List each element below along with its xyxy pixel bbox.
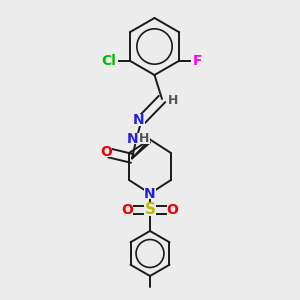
Text: H: H — [168, 94, 178, 107]
Bar — [138, 133, 150, 144]
Bar — [144, 188, 156, 199]
Text: N: N — [133, 113, 144, 127]
Bar — [144, 204, 156, 216]
Text: O: O — [100, 145, 112, 158]
Text: N: N — [127, 132, 139, 145]
Text: S: S — [145, 202, 155, 217]
Bar — [122, 204, 134, 216]
Bar — [133, 114, 145, 126]
Bar — [191, 55, 203, 67]
Text: F: F — [192, 54, 202, 68]
Bar — [127, 133, 139, 144]
Text: N: N — [144, 187, 156, 200]
Text: O: O — [122, 203, 134, 217]
Bar — [167, 204, 178, 216]
Text: O: O — [167, 203, 178, 217]
Bar — [167, 95, 179, 106]
Bar — [100, 55, 118, 67]
Text: Cl: Cl — [101, 54, 116, 68]
Bar — [100, 146, 112, 157]
Text: H: H — [139, 132, 149, 145]
